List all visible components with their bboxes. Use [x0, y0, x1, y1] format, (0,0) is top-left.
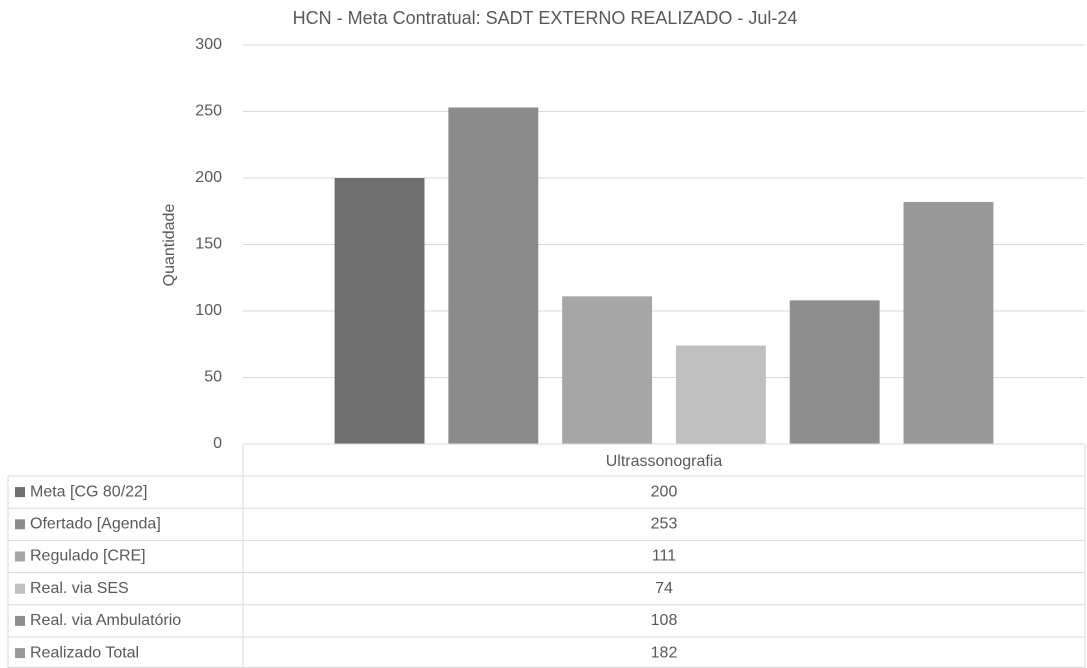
y-tick-label: 150: [195, 236, 222, 253]
y-axis-label: Quantidade: [161, 204, 178, 287]
legend-label: Meta [CG 80/22]: [30, 483, 147, 500]
legend-label: Real. via SES: [30, 580, 129, 597]
table-value: 182: [651, 644, 678, 661]
y-tick-label: 200: [195, 169, 222, 186]
bar: [562, 296, 653, 444]
legend-label: Realizado Total: [30, 644, 139, 661]
legend-swatch: [15, 551, 25, 562]
table-value: 253: [651, 516, 678, 533]
legend-swatch: [15, 583, 25, 594]
table-value: 74: [655, 580, 673, 597]
bar: [675, 345, 766, 444]
table-value: 200: [651, 483, 678, 500]
legend-swatch: [15, 648, 25, 659]
legend-label: Regulado [CRE]: [30, 548, 146, 565]
legend-label: Ofertado [Agenda]: [30, 516, 161, 533]
bar: [334, 178, 425, 444]
chart-title: HCN - Meta Contratual: SADT EXTERNO REAL…: [293, 8, 798, 28]
y-tick-label: 0: [213, 435, 222, 452]
bar: [903, 201, 994, 444]
legend-label: Real. via Ambulatório: [30, 612, 181, 629]
table-value: 108: [651, 612, 678, 629]
y-tick-label: 100: [195, 302, 222, 319]
bar: [448, 107, 539, 444]
y-tick-label: 300: [195, 36, 222, 53]
y-tick-label: 50: [204, 369, 222, 386]
legend-swatch: [15, 519, 25, 530]
x-tick-label: Ultrassonografia: [606, 453, 723, 470]
table-value: 111: [652, 548, 676, 565]
legend-swatch: [15, 615, 25, 626]
bar: [789, 300, 880, 444]
y-tick-label: 250: [195, 103, 222, 120]
legend-swatch: [15, 487, 25, 498]
